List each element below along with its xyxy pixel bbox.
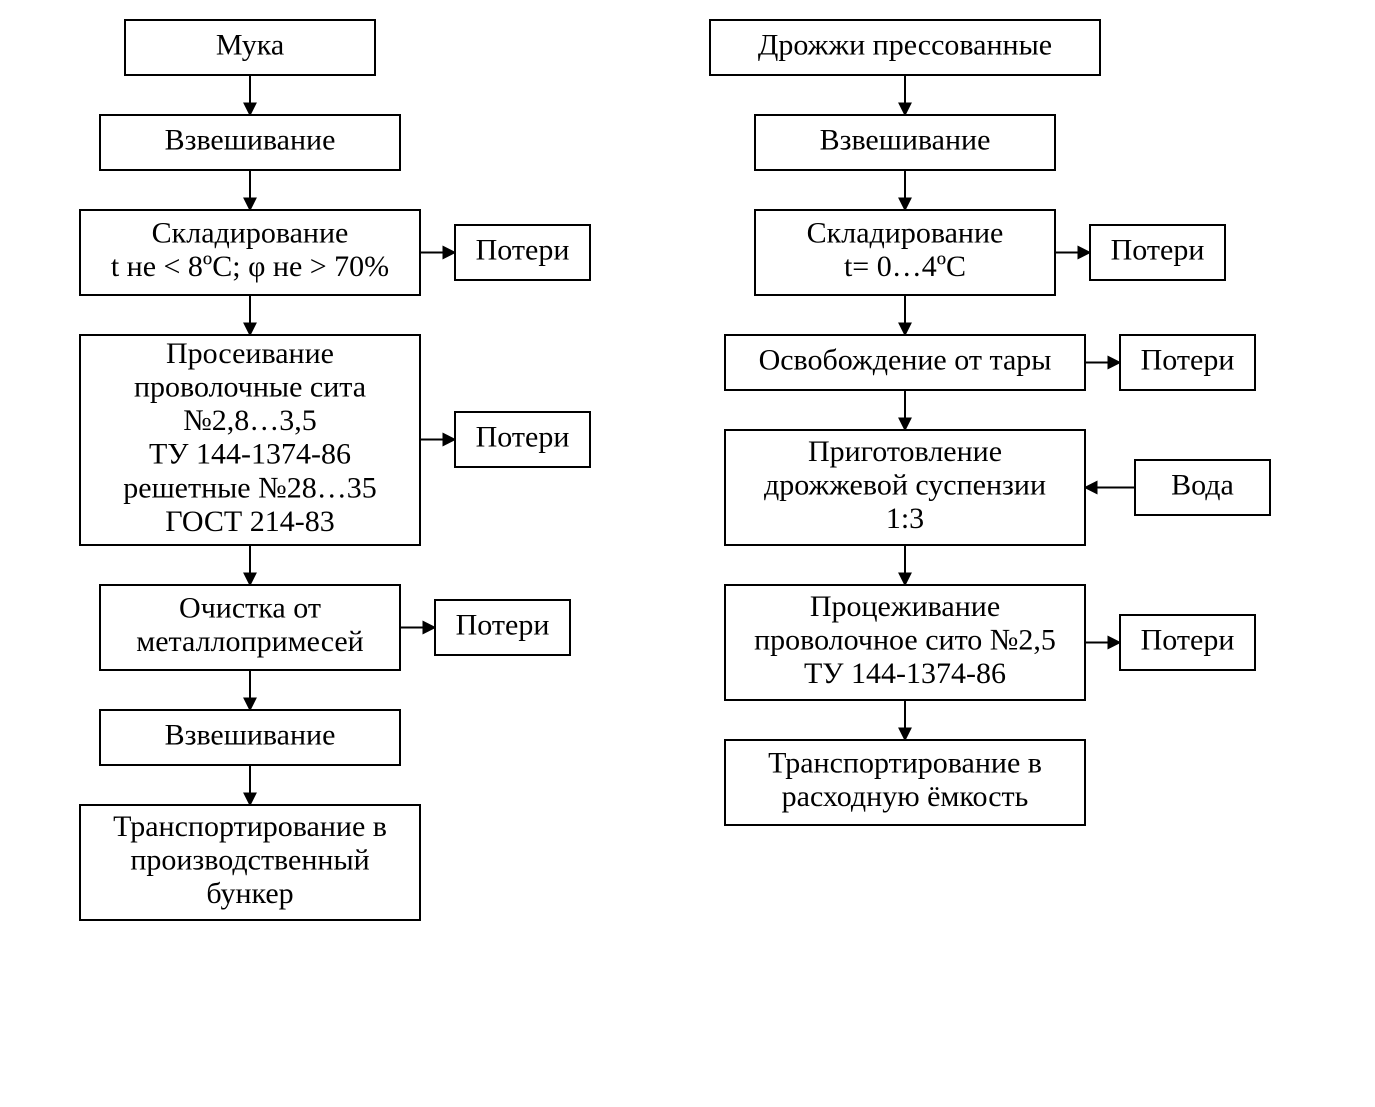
flowchart-node-R3: Складированиеt= 0…4ºC: [755, 210, 1055, 295]
flowchart-node-L5: Очистка отметаллопримесей: [100, 585, 400, 670]
flowchart-canvas: МукаВзвешиваниеСкладированиеt не < 8ºC; …: [0, 0, 1375, 1107]
flowchart-node-label: расходную ёмкость: [782, 780, 1029, 813]
flowchart-node-label: решетные №28…35: [123, 471, 377, 504]
flowchart-node-L4: Просеиваниепроволочные сита№2,8…3,5ТУ 14…: [80, 335, 420, 545]
flowchart-node-label: металлопримесей: [136, 625, 364, 658]
flowchart-node-label: Складирование: [152, 217, 349, 250]
flowchart-node-L5s: Потери: [435, 600, 570, 655]
flowchart-node-R6: Процеживаниепроволочное сито №2,5ТУ 144-…: [725, 585, 1085, 700]
flowchart-node-label: Взвешивание: [165, 123, 336, 156]
flowchart-node-label: дрожжевой суспензии: [764, 468, 1046, 501]
flowchart-node-L1: Мука: [125, 20, 375, 75]
flowchart-node-label: Процеживание: [810, 590, 1000, 623]
flowchart-node-label: ТУ 144-1374-86: [804, 657, 1006, 690]
flowchart-node-label: Освобождение от тары: [759, 343, 1052, 376]
flowchart-node-L7: Транспортирование впроизводственныйбунке…: [80, 805, 420, 920]
flowchart-node-label: Потери: [1111, 233, 1205, 266]
flowchart-node-label: Просеивание: [166, 337, 334, 370]
flowchart-node-label: производственный: [130, 843, 369, 876]
flowchart-node-label: t= 0…4ºC: [844, 250, 966, 283]
flowchart-node-label: Транспортирование в: [768, 747, 1042, 780]
flowchart-node-label: Транспортирование в: [113, 810, 387, 843]
flowchart-node-label: ТУ 144-1374-86: [149, 438, 351, 471]
flowchart-node-label: Очистка от: [179, 592, 321, 625]
flowchart-node-R5in: Вода: [1135, 460, 1270, 515]
flowchart-node-L6: Взвешивание: [100, 710, 400, 765]
flowchart-node-label: бункер: [206, 877, 293, 910]
flowchart-node-R4s: Потери: [1120, 335, 1255, 390]
flowchart-node-R5: Приготовлениедрожжевой суспензии1:3: [725, 430, 1085, 545]
flowchart-node-label: ГОСТ 214-83: [165, 505, 334, 538]
flowchart-node-label: Взвешивание: [820, 123, 991, 156]
flowchart-node-label: Дрожжи прессованные: [758, 28, 1052, 61]
flowchart-node-label: Потери: [476, 233, 570, 266]
flowchart-node-R4: Освобождение от тары: [725, 335, 1085, 390]
flowchart-node-label: Мука: [216, 28, 284, 61]
flowchart-node-label: Потери: [476, 420, 570, 453]
flowchart-node-label: №2,8…3,5: [183, 404, 317, 437]
flowchart-node-label: Потери: [1141, 343, 1235, 376]
flowchart-node-label: t не < 8ºC; φ не > 70%: [111, 250, 389, 283]
flowchart-node-R2: Взвешивание: [755, 115, 1055, 170]
flowchart-node-label: Вода: [1171, 468, 1234, 501]
flowchart-node-label: Потери: [456, 608, 550, 641]
flowchart-node-label: Приготовление: [808, 435, 1002, 468]
flowchart-node-L2: Взвешивание: [100, 115, 400, 170]
flowchart-node-label: проволочные сита: [134, 370, 366, 403]
nodes-group: МукаВзвешиваниеСкладированиеt не < 8ºC; …: [80, 20, 1270, 920]
flowchart-node-R6s: Потери: [1120, 615, 1255, 670]
flowchart-node-R1: Дрожжи прессованные: [710, 20, 1100, 75]
flowchart-node-L3: Складированиеt не < 8ºC; φ не > 70%: [80, 210, 420, 295]
flowchart-node-L3s: Потери: [455, 225, 590, 280]
flowchart-node-label: Взвешивание: [165, 718, 336, 751]
flowchart-node-label: 1:3: [886, 502, 924, 535]
flowchart-node-R7: Транспортирование врасходную ёмкость: [725, 740, 1085, 825]
flowchart-node-R3s: Потери: [1090, 225, 1225, 280]
flowchart-node-label: Складирование: [807, 217, 1004, 250]
flowchart-node-label: Потери: [1141, 623, 1235, 656]
flowchart-node-label: проволочное сито №2,5: [754, 623, 1056, 656]
flowchart-node-L4s: Потери: [455, 412, 590, 467]
